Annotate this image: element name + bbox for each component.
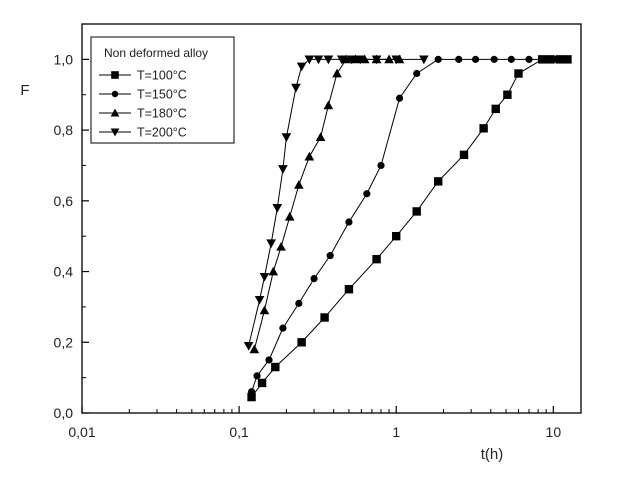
square-marker [479,124,488,133]
series-layer [243,54,572,402]
triangle-down-marker [346,55,357,65]
square-marker [433,177,443,186]
square-marker [344,285,354,294]
circle-marker [111,90,119,98]
x-tick-label: 0,1 [229,424,249,440]
triangle-down-marker [281,133,292,142]
axis-tick-labels: 0,01 0,1 1 10 0,0 0,2 0,4 0,6 0,8 1,0 [54,51,562,440]
square-marker [392,231,401,241]
triangle-down-marker [291,83,301,93]
triangle-up-marker [268,266,279,276]
circle-marker [471,55,480,63]
series-triangle-down [243,55,429,351]
triangle-down-marker [323,55,334,65]
triangle-up-marker [294,180,304,189]
y-axis-title: F [20,82,29,99]
triangle-down-marker [259,272,270,282]
legend-label: T=150°C [137,88,187,102]
triangle-down-marker [313,55,324,65]
triangle-down-marker [391,55,402,65]
square-marker [297,338,306,347]
y-tick-label: 0,8 [54,122,74,138]
square-marker [563,55,572,64]
triangle-down-marker [296,62,307,72]
legend-box [90,36,235,144]
square-marker [459,150,469,160]
square-marker [412,207,421,216]
legend-item: T=180°C [99,107,187,121]
legend-title: Non deformed alloy [104,46,208,60]
circle-marker [326,252,334,260]
triangle-up-marker [315,132,326,142]
circle-marker [490,55,498,63]
circle-marker [455,55,463,63]
triangle-down-marker [272,204,283,213]
triangle-down-marker [371,55,382,65]
circle-marker [310,275,318,283]
x-tick-label: 10 [546,424,562,440]
series-circle [247,55,561,396]
circle-marker [377,161,385,170]
circle-marker [525,55,533,63]
legend-label: T=180°C [137,107,187,121]
axis-ticks [81,58,554,414]
legend: Non deformed alloy T=100°C T=150°C T=180°C… [90,36,235,144]
x-tick-label: 0,01 [68,424,95,440]
circle-marker [507,55,515,63]
legend-label: T=100°C [137,69,187,83]
square-marker [247,392,256,402]
legend-label: T=200°C [137,126,187,140]
circle-marker [247,388,256,396]
triangle-down-marker [110,128,120,137]
circle-marker [295,299,303,307]
triangle-up-marker [332,68,342,78]
square-marker [491,104,500,114]
triangle-up-marker [249,344,260,354]
circle-marker [434,55,442,63]
circle-marker [363,190,371,198]
y-tick-label: 0,4 [54,264,74,280]
x-axis-title: t(h) [481,446,504,463]
triangle-up-marker [284,211,295,221]
triangle-down-marker [266,239,277,249]
y-tick-label: 0,2 [54,334,74,350]
triangle-up-marker [304,151,315,161]
triangle-up-marker [276,241,286,251]
square-marker [372,254,381,264]
circle-marker [345,218,353,226]
triangle-up-marker [323,100,334,110]
circle-marker [395,94,404,102]
triangle-down-marker [336,55,347,65]
triangle-down-marker [254,295,265,305]
triangle-down-marker [355,55,366,65]
legend-item: T=150°C [99,88,187,102]
square-marker [514,69,523,78]
square-marker [271,362,280,372]
triangle-down-marker [278,165,288,174]
y-tick-label: 1,0 [54,51,74,67]
circle-marker [253,372,261,380]
square-marker [320,313,329,322]
triangle-up-marker [259,305,270,315]
square-marker [503,90,512,99]
circle-marker [542,55,550,63]
triangle-down-marker [419,55,429,65]
legend-item: T=100°C [99,69,187,83]
circle-marker [553,55,561,63]
x-tick-label: 1 [392,424,400,440]
y-tick-label: 0,0 [54,405,74,421]
circle-marker [279,324,287,332]
square-marker [257,378,267,388]
circle-marker [413,69,421,78]
triangle-up-marker [110,108,120,117]
legend-item: T=200°C [99,126,187,140]
triangle-down-marker [243,341,254,351]
triangle-down-marker [304,55,315,65]
legend-items: T=100°C T=150°C T=180°C T=200°C [99,69,187,140]
circle-marker [265,356,273,364]
y-tick-label: 0,6 [54,193,74,209]
square-marker [111,71,119,79]
